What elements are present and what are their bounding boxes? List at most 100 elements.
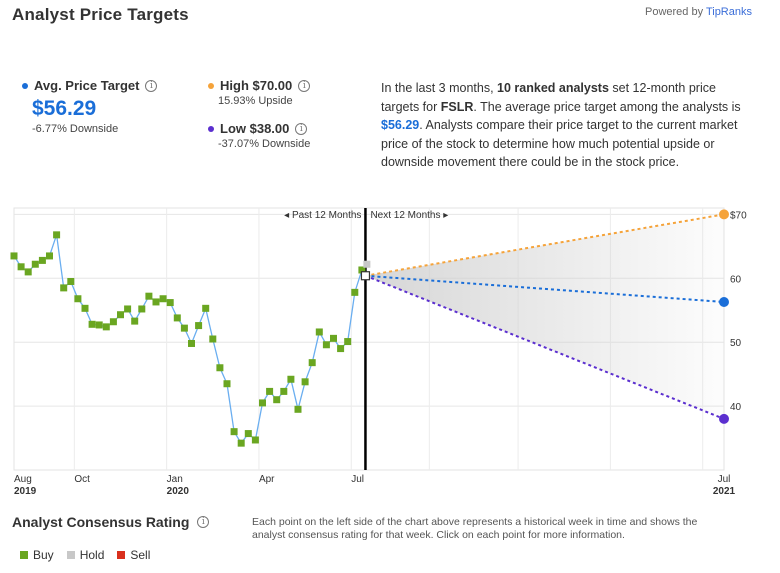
powered-by[interactable]: Powered by TipRanks: [645, 6, 752, 18]
rating-marker-buy[interactable]: [330, 334, 337, 342]
rating-marker-buy[interactable]: [31, 260, 39, 268]
rating-marker-buy[interactable]: [109, 318, 117, 326]
rating-markers[interactable]: [10, 231, 371, 447]
description-ticker: FSLR: [440, 99, 474, 114]
grid: [13, 207, 725, 471]
rating-marker-buy[interactable]: [88, 320, 96, 328]
target-point-high[interactable]: [719, 209, 729, 220]
rating-marker-buy[interactable]: [308, 359, 316, 367]
high-price-target-label: High $70.00: [220, 78, 293, 93]
rating-marker-buy[interactable]: [138, 305, 146, 313]
rating-marker-buy[interactable]: [166, 299, 174, 307]
rating-marker-buy[interactable]: [351, 288, 359, 296]
rating-marker-buy[interactable]: [259, 399, 266, 407]
rating-marker-buy[interactable]: [145, 292, 153, 300]
rating-marker-buy[interactable]: [237, 439, 245, 447]
x-tick-label: Apr: [259, 474, 275, 485]
rating-marker-buy[interactable]: [180, 324, 188, 332]
x-tick-label: Jan: [167, 474, 183, 485]
rating-marker-buy[interactable]: [24, 268, 32, 276]
rating-marker-buy[interactable]: [287, 375, 295, 383]
forecast-cone: [365, 214, 724, 419]
legend-item-sell: Sell: [117, 548, 150, 562]
low-price-target-change: -37.07% Downside: [218, 138, 311, 150]
y-tick-label: $70: [730, 210, 747, 221]
info-icon[interactable]: i: [197, 516, 210, 528]
period-divider: ◂ Past 12 Months Next 12 Months ▸: [284, 208, 448, 470]
target-line-high: [365, 213, 725, 277]
forecast-cone-area: [365, 214, 724, 419]
description-avg-value: $56.29: [381, 118, 420, 132]
x-tick-label: Jul: [351, 474, 364, 485]
rating-marker-buy[interactable]: [280, 387, 288, 395]
target-line-low: [365, 274, 725, 420]
rating-marker-buy[interactable]: [251, 436, 259, 444]
rating-marker-buy[interactable]: [195, 322, 203, 330]
info-icon[interactable]: i: [145, 79, 158, 92]
price-series-line: [13, 234, 367, 445]
rating-marker-buy[interactable]: [60, 284, 68, 292]
rating-marker-buy[interactable]: [322, 341, 330, 349]
rating-marker-buy[interactable]: [216, 364, 224, 372]
consensus-description: Each point on the left side of the chart…: [252, 516, 698, 541]
rating-marker-buy[interactable]: [159, 295, 167, 303]
info-icon[interactable]: i: [298, 79, 311, 92]
analyst-description: In the last 3 months, 10 ranked analysts…: [381, 79, 751, 172]
x-tick-year-label: 2021: [713, 486, 736, 497]
rating-marker-hold[interactable]: [363, 260, 371, 268]
info-icon[interactable]: i: [295, 122, 308, 135]
description-text: set 12-month price targets for: [381, 81, 716, 114]
rating-marker-buy[interactable]: [273, 396, 281, 404]
rating-marker-buy[interactable]: [315, 328, 323, 336]
rating-marker-buy[interactable]: [124, 305, 132, 313]
rating-marker-buy[interactable]: [74, 295, 82, 303]
consensus-title-text: Analyst Consensus Rating: [12, 514, 190, 530]
rating-marker-buy[interactable]: [209, 335, 217, 343]
rating-marker-buy[interactable]: [230, 428, 238, 436]
past-12-months-label: ◂ Past 12 Months: [284, 210, 361, 221]
rating-marker-buy[interactable]: [358, 266, 366, 274]
rating-marker-buy[interactable]: [344, 338, 352, 346]
rating-marker-buy[interactable]: [223, 380, 231, 388]
x-tick-label: Aug: [14, 474, 32, 485]
rating-marker-buy[interactable]: [117, 311, 124, 319]
legend-item-hold: Hold: [66, 548, 104, 562]
rating-marker-buy[interactable]: [294, 405, 302, 413]
rating-legend: Buy Hold Sell: [20, 548, 163, 562]
powered-by-brand[interactable]: TipRanks: [705, 6, 752, 18]
rating-marker-buy[interactable]: [10, 252, 18, 260]
rating-marker-buy[interactable]: [188, 339, 195, 347]
target-point-average[interactable]: [719, 297, 729, 308]
rating-marker-buy[interactable]: [244, 430, 252, 438]
rating-marker-buy[interactable]: [81, 304, 89, 312]
rating-marker-buy[interactable]: [131, 317, 139, 325]
rating-marker-buy[interactable]: [173, 314, 181, 322]
rating-marker-buy[interactable]: [102, 323, 110, 331]
rating-marker-buy[interactable]: [266, 387, 274, 395]
rating-marker-buy[interactable]: [46, 252, 53, 260]
low-price-target-block: Low $38.00 i -37.07% Downside: [208, 121, 310, 150]
rating-marker-buy[interactable]: [95, 321, 103, 329]
rating-marker-buy[interactable]: [53, 231, 61, 239]
rating-marker-buy[interactable]: [38, 256, 46, 264]
rating-marker-buy[interactable]: [202, 304, 210, 312]
y-tick-label: 60: [730, 274, 742, 285]
avg-price-target-value: $56.29: [32, 97, 97, 120]
rating-marker-buy[interactable]: [67, 277, 75, 285]
target-point-low[interactable]: [719, 413, 729, 424]
avg-price-target-change: -6.77% Downside: [32, 123, 119, 135]
avg-price-target-label: Avg. Price Target: [34, 78, 140, 93]
page-title: Analyst Price Targets: [12, 5, 189, 24]
rating-marker-buy[interactable]: [17, 263, 25, 271]
x-tick-year-label: 2019: [14, 486, 37, 497]
rating-marker-buy[interactable]: [152, 298, 160, 306]
legend-item-buy: Buy: [20, 548, 54, 562]
sell-swatch-icon: [117, 551, 126, 559]
avg-price-target-block: Avg. Price Target i $56.29 -6.77% Downsi…: [22, 78, 158, 135]
legend-label: Sell: [130, 548, 151, 562]
rating-marker-buy[interactable]: [337, 345, 345, 353]
rating-marker-buy[interactable]: [301, 378, 309, 386]
current-price-marker[interactable]: [360, 271, 371, 281]
high-price-target-block: High $70.00 i 15.93% Upside: [208, 78, 311, 107]
